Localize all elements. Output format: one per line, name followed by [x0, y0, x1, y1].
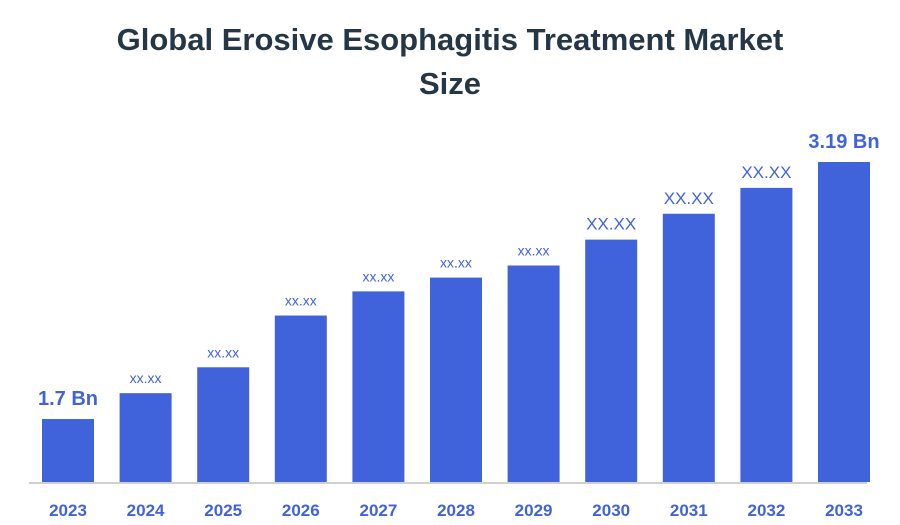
x-tick-label-2031: 2031 [670, 501, 708, 520]
x-tick-label-2030: 2030 [592, 501, 630, 520]
bar-2024 [119, 393, 172, 482]
data-label-2032: XX.XX [741, 163, 791, 182]
data-label-2029: xx.xx [518, 243, 550, 259]
data-label-2033: 3.19 Bn [808, 131, 879, 153]
x-tick-label-2025: 2025 [204, 501, 242, 520]
bar-2032 [740, 187, 793, 482]
x-tick-label-2028: 2028 [437, 501, 475, 520]
x-tick-label-2027: 2027 [359, 501, 397, 520]
data-label-2023: 1.7 Bn [38, 388, 98, 410]
chart-title-line-1: Global Erosive Esophagitis Treatment Mar… [116, 22, 784, 57]
x-tick-label-2029: 2029 [515, 501, 553, 520]
x-tick-label-2023: 2023 [49, 501, 87, 520]
x-tick-label-2026: 2026 [282, 501, 320, 520]
bar-2030 [585, 239, 638, 482]
bar-2031 [662, 213, 715, 482]
x-tick-label-2032: 2032 [747, 501, 785, 520]
data-label-2028: xx.xx [440, 255, 472, 271]
data-label-2027: xx.xx [362, 268, 394, 284]
data-label-2030: XX.XX [586, 215, 636, 234]
data-label-2024: xx.xx [130, 370, 162, 386]
bar-2033 [818, 162, 870, 482]
chart-title-line-2: Size [418, 66, 482, 101]
data-label-2026: xx.xx [285, 293, 317, 309]
x-tick-label-2033: 2033 [825, 501, 863, 520]
bar-2023 [42, 419, 94, 482]
data-label-2025: xx.xx [207, 344, 239, 360]
data-label-2031: XX.XX [664, 189, 714, 208]
bar-2029 [507, 265, 560, 482]
bar-2028 [430, 277, 482, 482]
x-tick-label-2024: 2024 [127, 501, 165, 520]
chart-title: Global Erosive Esophagitis Treatment Mar… [0, 18, 900, 106]
bar-2027 [352, 291, 405, 482]
bar-2026 [274, 315, 327, 482]
bar-2025 [197, 367, 250, 482]
